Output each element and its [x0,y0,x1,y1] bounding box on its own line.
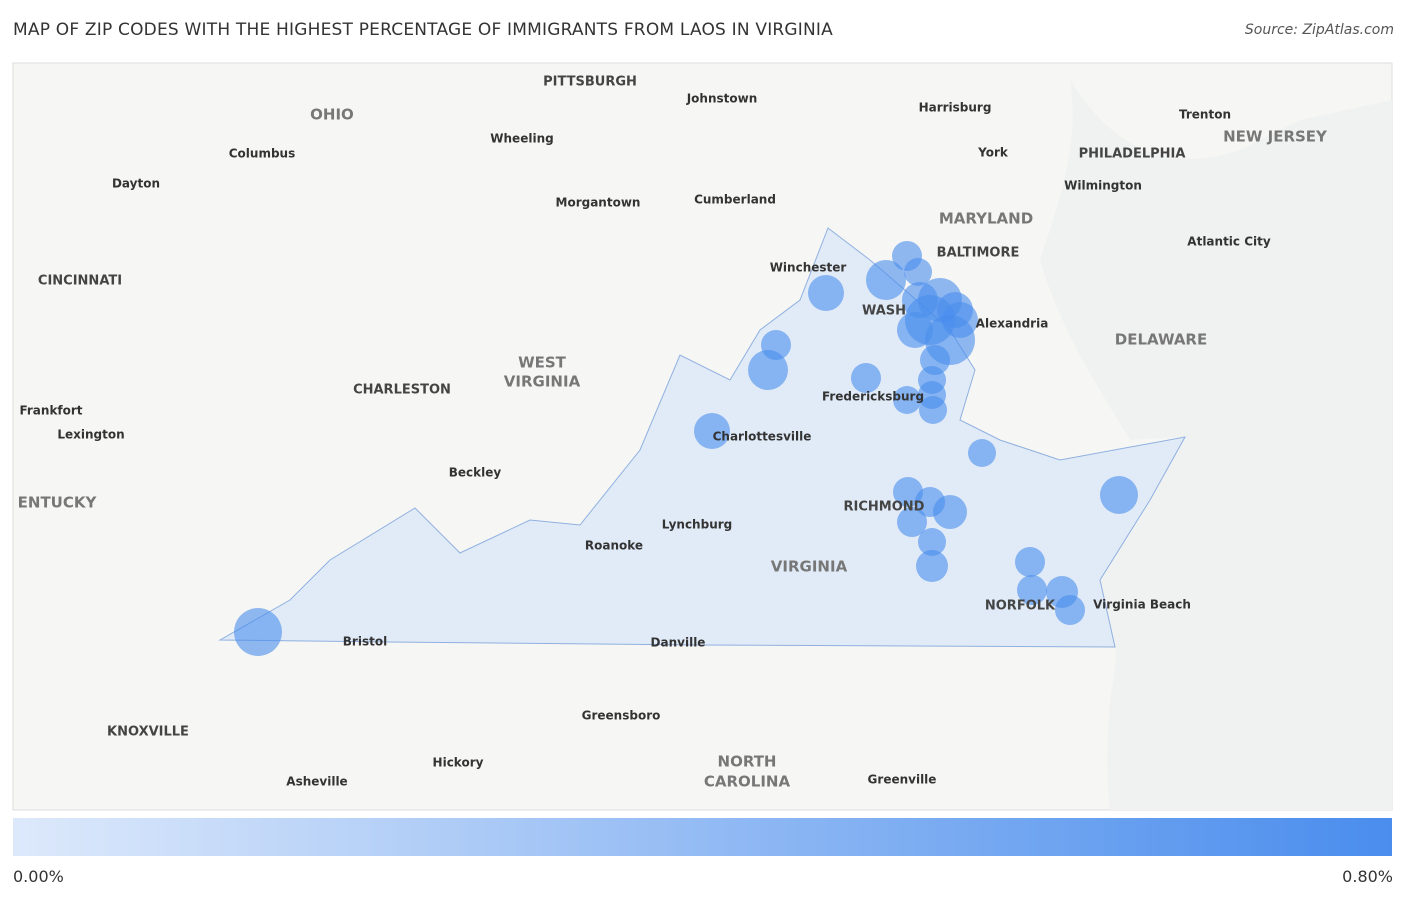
zip-bubble [916,550,948,582]
place-label: Virginia Beach [1093,598,1191,612]
place-label: CAROLINA [704,773,791,791]
zip-bubble [1100,476,1138,514]
place-label: RICHMOND [844,500,925,515]
place-label: Alexandria [976,317,1049,331]
place-label: Fredericksburg [822,390,924,404]
place-label: CINCINNATI [38,274,122,289]
place-label: Frankfort [19,404,82,418]
place-label: VIRGINIA [771,558,848,576]
place-label: Dayton [112,177,160,191]
place-label: York [977,146,1009,160]
place-label: Johnstown [686,92,758,106]
zip-bubble [761,330,791,360]
place-label: ENTUCKY [18,494,98,512]
zip-bubble [968,439,996,467]
place-label: Lexington [57,428,124,442]
place-label: VIRGINIA [504,373,581,391]
place-label: Wheeling [490,132,553,146]
zip-bubble [694,413,730,449]
place-label: PITTSBURGH [543,75,637,90]
place-label: DELAWARE [1115,331,1207,349]
place-label: MARYLAND [939,210,1033,228]
place-label: Morgantown [556,196,641,210]
zip-bubble [1055,595,1085,625]
zip-bubble [918,528,946,556]
place-label: Bristol [343,635,387,649]
place-label: Cumberland [694,193,776,207]
place-label: Winchester [770,261,847,275]
zip-bubble [1015,547,1045,577]
place-label: NORTH [718,753,777,771]
place-label: Columbus [229,147,296,161]
legend-min: 0.00% [13,867,64,886]
place-label: Greensboro [582,709,661,723]
map-title: MAP OF ZIP CODES WITH THE HIGHEST PERCEN… [13,20,833,40]
coast [1040,80,1392,810]
zip-bubble [234,608,282,656]
place-label: CHARLESTON [353,383,451,398]
place-label: Greenville [868,773,937,787]
place-label: Roanoke [585,539,643,553]
legend-max: 0.80% [1342,867,1393,886]
zip-bubble [893,386,921,414]
place-label: Asheville [286,775,347,789]
place-label: Trenton [1179,108,1231,122]
place-label: NEW JERSEY [1223,128,1328,146]
zip-bubble [919,396,947,424]
place-label: OHIO [310,106,354,124]
place-label: WEST [518,354,567,372]
place-label: Hickory [433,756,484,770]
place-label: Danville [651,636,706,650]
place-label: PHILADELPHIA [1079,147,1186,162]
zip-bubble [1017,575,1047,605]
zip-bubble [866,260,906,300]
zip-bubble [933,495,967,529]
zip-bubble [904,258,932,286]
zip-bubble [897,312,933,348]
place-label: Atlantic City [1187,235,1271,249]
place-label: WASH [862,304,906,319]
place-label: Charlottesville [713,430,812,444]
zip-bubble [808,275,844,311]
legend-bar [13,818,1392,856]
source: Source: ZipAtlas.com [1244,22,1394,38]
place-label: Beckley [449,466,502,480]
place-label: Wilmington [1064,179,1142,193]
zip-bubble [748,350,788,390]
place-label: KNOXVILLE [107,725,189,740]
zip-bubble [942,302,978,338]
place-label: Lynchburg [662,518,733,532]
place-label: NORFOLK [985,599,1056,614]
zip-bubble [851,363,881,393]
zip-bubble [897,507,927,537]
place-label: Harrisburg [919,101,992,115]
place-label: BALTIMORE [937,246,1020,261]
